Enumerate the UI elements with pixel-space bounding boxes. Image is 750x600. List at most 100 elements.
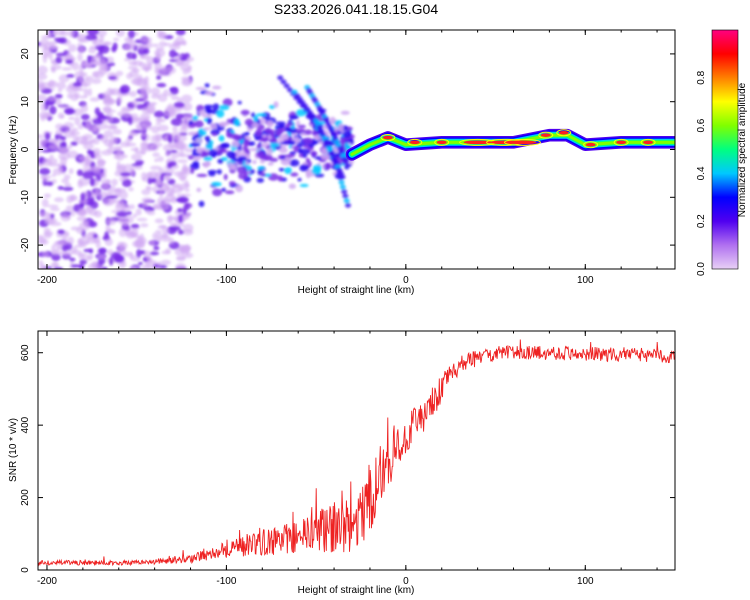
spectrogram-cell [102,95,112,105]
tone-core [558,130,569,135]
spectrogram-cell [182,68,189,75]
spectrogram-cell [164,151,170,157]
spectrogram-cell [151,142,163,148]
tone-core-ring [503,138,541,146]
spectrogram-cell [38,83,46,92]
spectrogram-cell [94,151,100,157]
spectrogram-cell [108,229,116,235]
spectrogram-cell [216,109,225,118]
spectrogram-cell [67,236,75,245]
spectrogram-cell [42,252,49,257]
spectrogram-cell [338,179,345,185]
y-tick-label: 200 [20,489,31,506]
spectrogram-cell [218,122,228,127]
spectrogram-cell [194,120,204,128]
spectrogram-cell [172,126,178,132]
spectrogram-cell [49,105,57,115]
spectrogram-cell [131,52,137,60]
spectrogram-cell [245,131,250,136]
spectrogram-cell [89,196,95,206]
spectrogram-cell [99,195,104,199]
spectrogram-cell [179,245,191,253]
tone-core-ring [434,138,450,146]
spectrogram-cell [267,162,274,166]
spectrogram-cell [158,31,168,40]
spectrogram-cell [136,217,148,222]
spectrogram-cell [38,134,45,139]
spectrogram-cell [161,226,170,235]
spectrogram-cell [203,161,210,168]
spectrogram-cell [165,66,177,75]
spectrogram-cell [108,76,117,80]
spectrogram-cell [157,202,170,211]
spectrogram-cell [44,132,51,140]
spectrogram-cell [206,117,213,125]
y-tick-label: 0 [20,146,31,152]
spectrogram-cell [89,177,96,187]
spectrogram-cell [226,150,236,159]
spectrogram-cell [146,255,153,265]
spectrogram-cell [264,117,273,122]
spectrogram-cell [43,232,52,239]
spectrogram-cell [72,108,84,116]
spectrogram-cell [51,253,61,261]
spectrogram-cell [248,141,256,147]
tone-band [345,128,675,161]
spectrogram-cell [54,133,59,141]
spectrogram-cell [277,175,283,182]
spectrogram-cell [344,202,351,208]
spectrogram-cell [203,127,211,131]
y-tick-label: 0 [20,567,31,573]
spectrogram-cell [41,149,52,153]
spectrogram-cell [155,229,162,234]
spectrogram-cell [120,141,131,148]
snr-panel: -200 -100 0 100 0 200 400 600 Height of straigh… [8,330,676,596]
spectrogram-cell [158,190,164,198]
spectrogram-cell [155,237,162,243]
spectrogram-cell [216,169,222,175]
spectrogram-cell [106,195,118,199]
spectrogram-cell [82,171,94,180]
spectrogram-cell [299,183,309,188]
spectrogram-cell [38,73,48,81]
spectrogram-cell [129,90,137,98]
x-tick-label: 0 [403,576,409,587]
spectrogram-cell [176,60,184,67]
spectrogram-cell [255,113,267,117]
spectrogram-cell [100,150,113,156]
spectrogram-cell [155,53,162,62]
spectrogram-cell [79,64,84,73]
spectrogram-cell [137,43,147,50]
spectrogram-cell [89,45,97,50]
spectrogram-cell [262,134,267,138]
spectrogram-cell [218,135,225,142]
spectrogram-cell [54,197,64,203]
spectrogram-cell [119,242,128,250]
spectrogram-cell [61,67,73,71]
spectrogram-cell [42,52,50,58]
spectrogram-cell [91,262,101,268]
spectrogram-cell [164,194,176,203]
colorbar-tick-label: 0.8 [696,70,707,84]
spectrogram-cell [341,189,348,195]
spectrogram-cell [43,113,51,119]
spectrogram-cell [78,209,87,217]
y-tick-label: 600 [20,344,31,361]
spectrogram-cell [55,240,63,245]
spectrogram-cell [197,128,207,136]
spectrogram-cell [221,187,227,192]
spectrogram-cell [167,178,176,185]
spectrogram-cell [46,32,52,38]
spectrogram-cell [127,116,133,125]
spectrogram-cell [164,42,172,47]
spectrogram-cell [69,261,74,266]
spectrogram-cell [112,42,118,51]
spectrogram-cell [142,202,149,208]
spectrogram-cell [68,44,77,53]
spectrogram-cell [116,161,121,170]
spectrogram-cell [304,129,313,135]
spectrogram-cell [347,163,353,167]
spectrogram-cell [126,72,133,80]
spectrogram-cell [170,131,182,141]
spectrogram-cell [134,117,142,121]
